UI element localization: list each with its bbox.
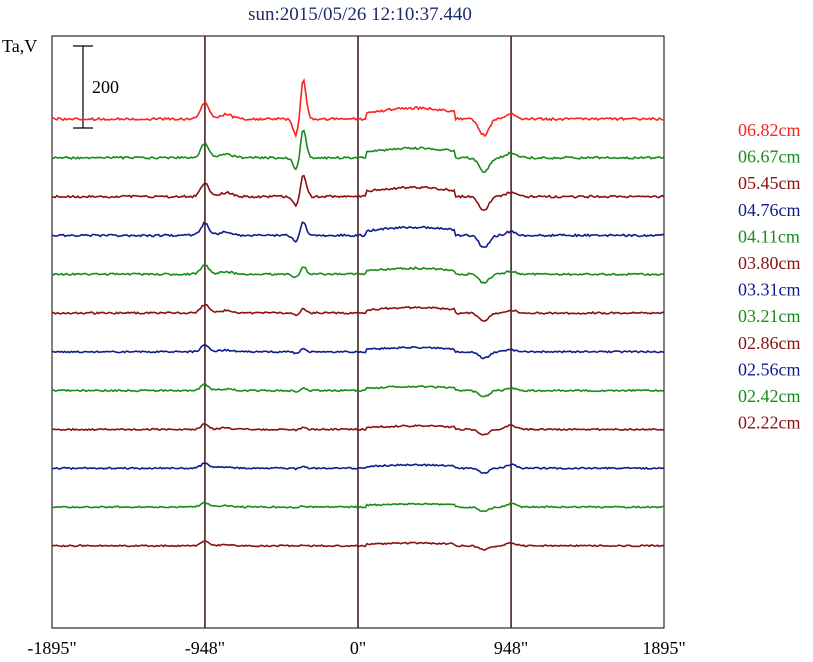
legend-entry: 02.42cm bbox=[738, 386, 801, 406]
legend-entry: 04.11cm bbox=[738, 226, 800, 246]
x-tick-label: -948" bbox=[185, 638, 225, 658]
legend-entry: 02.86cm bbox=[738, 333, 801, 353]
x-tick-labels: -1895" -948" 0" 948" 1895" bbox=[27, 638, 685, 658]
x-tick-label: 1895" bbox=[642, 638, 685, 658]
series-line bbox=[51, 540, 665, 552]
legend: 06.82cm 06.67cm 05.45cm 04.76cm 04.11cm 03.80… bbox=[738, 120, 801, 433]
series-line bbox=[51, 129, 665, 174]
vertical-reference-lines bbox=[204, 36, 512, 628]
legend-entry: 03.80cm bbox=[738, 253, 801, 273]
legend-entry: 04.76cm bbox=[738, 200, 801, 220]
x-tick-label: 0" bbox=[350, 638, 366, 658]
legend-entry: 03.31cm bbox=[738, 280, 801, 300]
series-line bbox=[51, 344, 665, 360]
series-line bbox=[51, 501, 665, 513]
y-axis-label: Ta,V bbox=[2, 36, 37, 56]
series-line bbox=[51, 264, 665, 285]
legend-entry: 06.82cm bbox=[738, 120, 801, 140]
series-line bbox=[51, 422, 665, 436]
legend-entry: 02.22cm bbox=[738, 413, 801, 433]
x-tick-label: 948" bbox=[494, 638, 528, 658]
series-line bbox=[51, 174, 665, 211]
legend-entry: 06.67cm bbox=[738, 147, 801, 167]
legend-entry: 02.56cm bbox=[738, 359, 801, 379]
series-lines bbox=[51, 78, 665, 552]
legend-entry: 03.21cm bbox=[738, 306, 801, 326]
series-line bbox=[51, 382, 665, 398]
x-tick-label: -1895" bbox=[27, 638, 76, 658]
series-line bbox=[51, 303, 665, 323]
series-line bbox=[51, 462, 665, 475]
series-line bbox=[51, 78, 665, 139]
scale-bar-label: 200 bbox=[92, 77, 119, 97]
legend-entry: 05.45cm bbox=[738, 173, 801, 193]
chart-title: sun:2015/05/26 12:10:37.440 bbox=[248, 4, 472, 25]
series-line bbox=[51, 221, 665, 248]
scale-bar: 200 bbox=[73, 45, 119, 129]
